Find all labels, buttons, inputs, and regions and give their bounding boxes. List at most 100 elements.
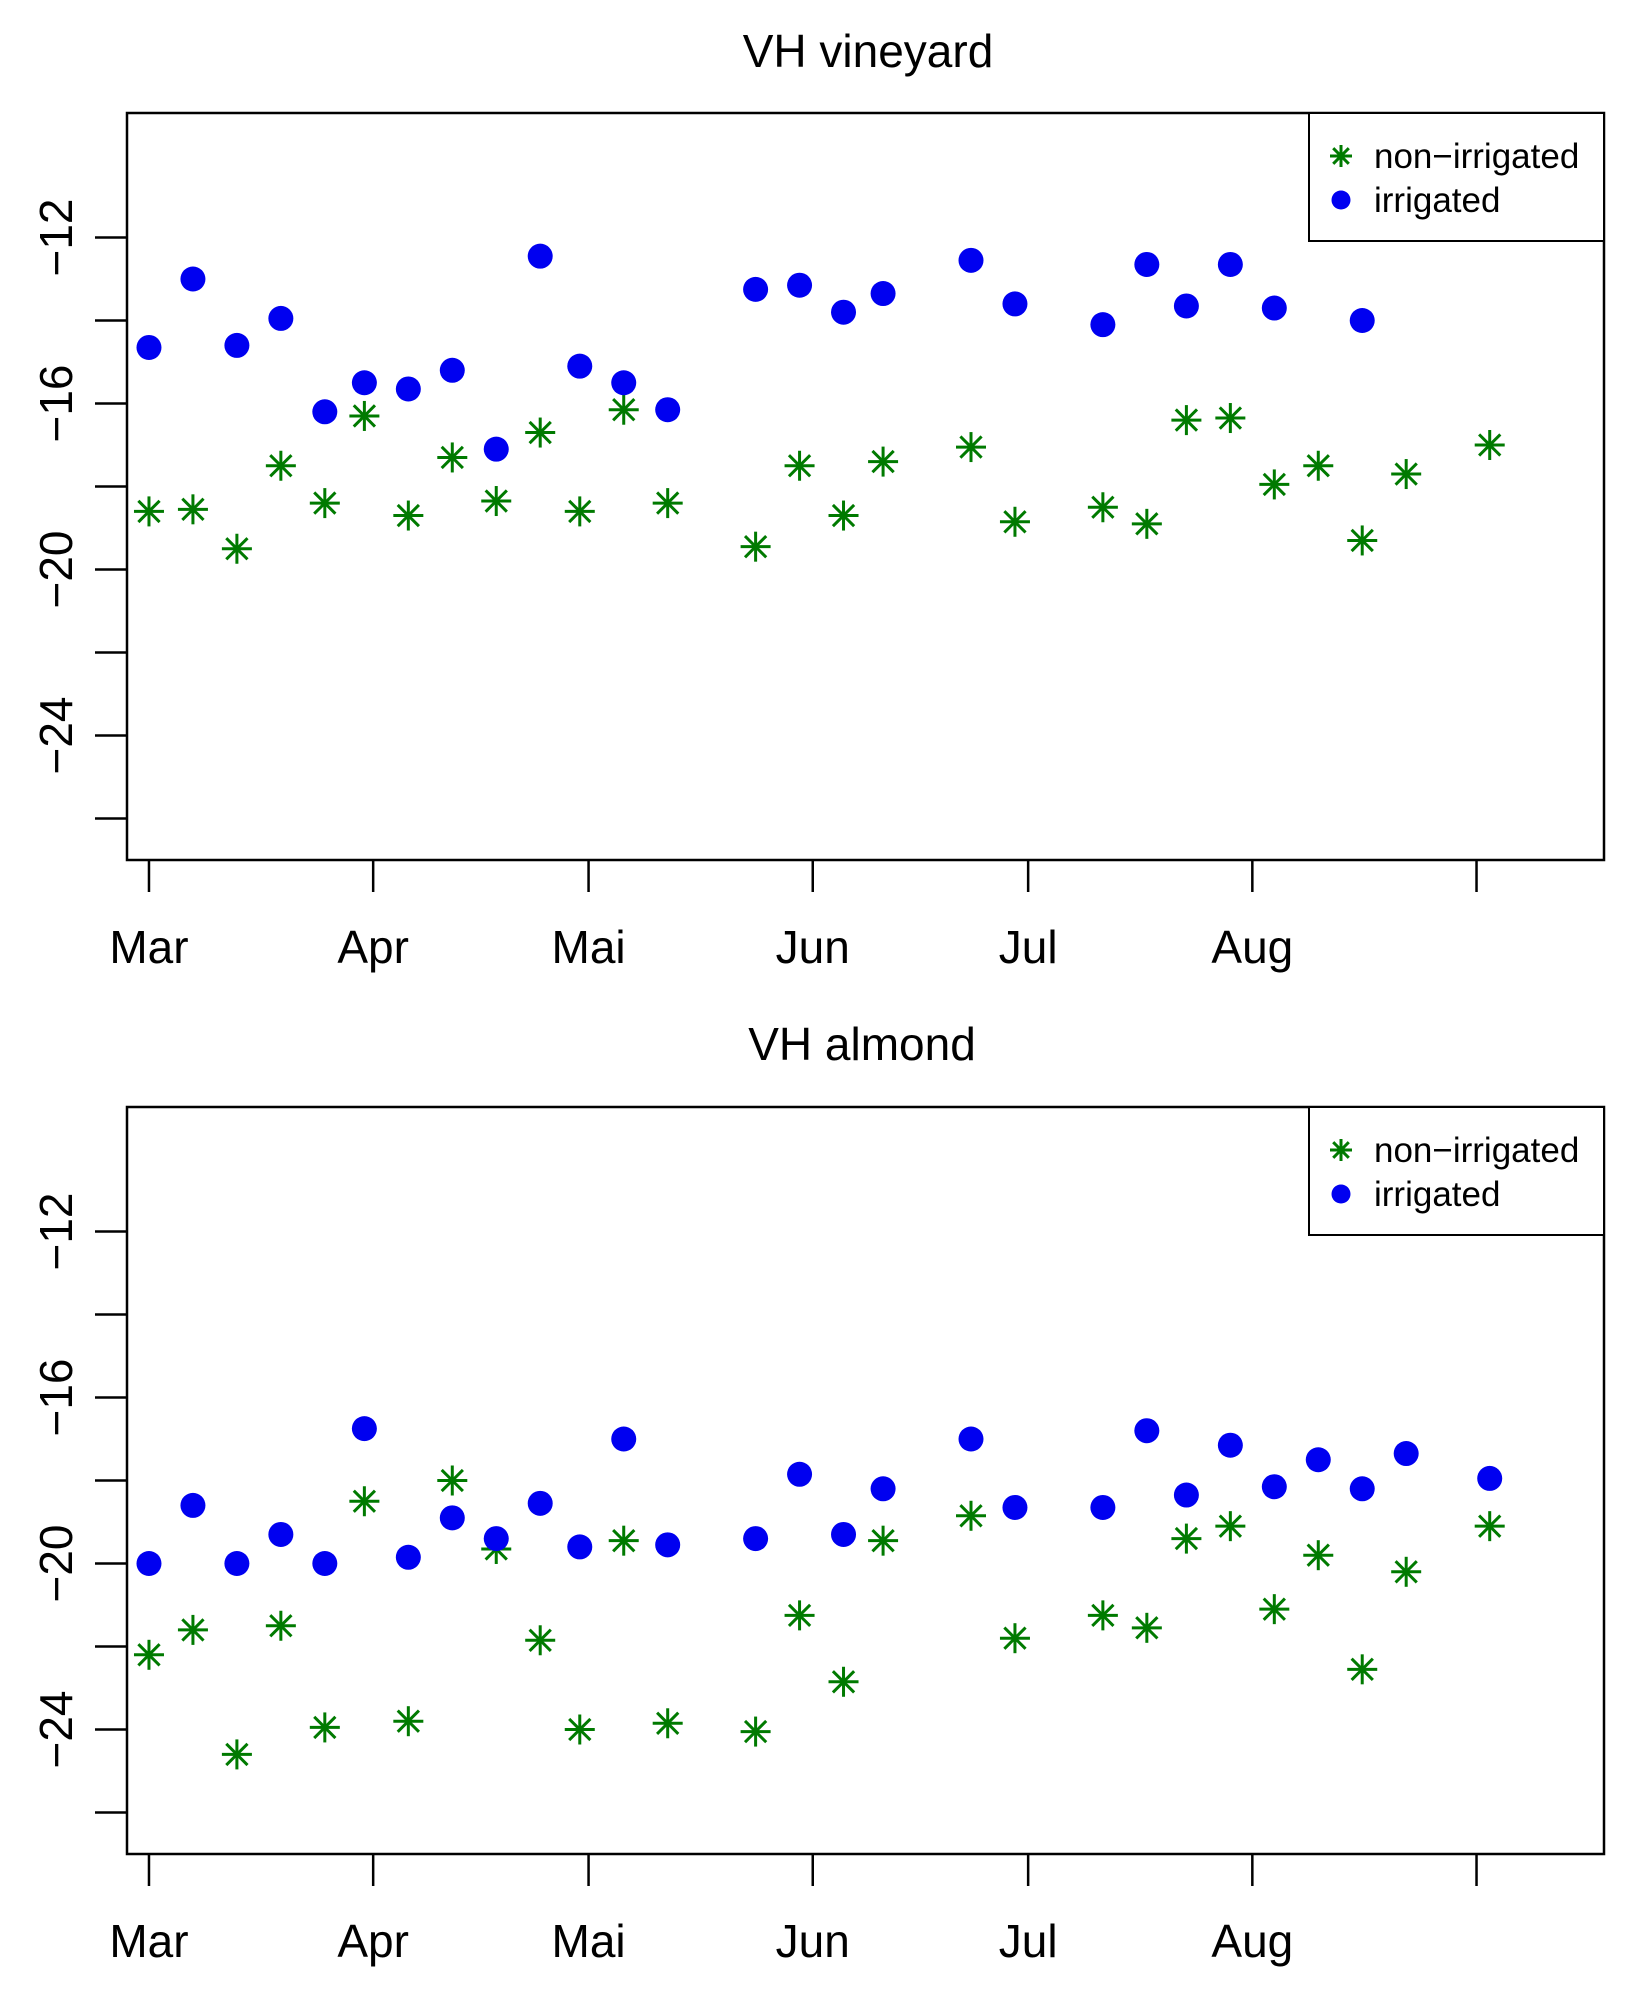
data-point-non-irrigated: [1259, 469, 1290, 500]
data-point-irrigated: [1173, 293, 1199, 319]
data-point-non-irrigated: [309, 488, 340, 519]
data-point-non-irrigated: [956, 432, 986, 463]
x-tick-label: Apr: [337, 1915, 409, 1967]
data-point-non-irrigated: [1474, 1511, 1505, 1542]
data-point-non-irrigated: [956, 1500, 986, 1531]
data-point-irrigated: [1261, 295, 1287, 321]
data-point-irrigated: [870, 1476, 896, 1502]
data-point-irrigated: [312, 1551, 338, 1576]
legend-marker-non-irrigated: [1330, 1139, 1352, 1161]
data-point-irrigated: [439, 1505, 465, 1531]
y-tick-label: −12: [30, 198, 82, 276]
data-point-non-irrigated: [1347, 1654, 1378, 1685]
data-point-non-irrigated: [481, 486, 512, 517]
data-point-irrigated: [611, 1426, 637, 1452]
legend: non−irrigated irrigated: [1308, 112, 1605, 242]
data-point-non-irrigated: [349, 400, 380, 431]
data-point-non-irrigated: [393, 1706, 424, 1737]
data-point-non-irrigated: [221, 1739, 252, 1770]
data-point-non-irrigated: [652, 1708, 683, 1739]
x-tick-label: Mar: [109, 1915, 188, 1967]
x-tick-label: Jul: [999, 921, 1058, 973]
data-point-irrigated: [1349, 308, 1375, 333]
data-point-non-irrigated: [133, 496, 164, 527]
x-tick-label: Jun: [776, 921, 850, 973]
data-point-irrigated: [870, 281, 896, 307]
data-point-non-irrigated: [221, 533, 252, 564]
data-point-irrigated: [958, 247, 984, 273]
data-point-irrigated: [1002, 1494, 1028, 1520]
data-point-non-irrigated: [1131, 508, 1162, 539]
data-point-non-irrigated: [1391, 459, 1422, 490]
data-point-irrigated: [527, 1490, 553, 1516]
data-series: [133, 243, 1505, 564]
data-point-irrigated: [1393, 1441, 1419, 1467]
data-point-non-irrigated: [1347, 525, 1378, 556]
data-point-irrigated: [611, 370, 637, 396]
data-point-non-irrigated: [265, 1610, 296, 1641]
data-point-irrigated: [1217, 1432, 1243, 1458]
y-tick-label: −24: [30, 1690, 82, 1768]
data-point-irrigated: [1305, 1447, 1331, 1473]
x-tick-label: Mai: [552, 1915, 626, 1967]
data-point-non-irrigated: [999, 1623, 1030, 1654]
data-point-irrigated: [395, 376, 421, 402]
data-point-irrigated: [567, 353, 593, 379]
data-point-irrigated: [483, 1526, 509, 1552]
data-point-non-irrigated: [437, 1465, 468, 1496]
x-tick-label: Mar: [109, 921, 188, 973]
data-point-non-irrigated: [740, 531, 771, 562]
data-point-irrigated: [351, 370, 377, 396]
data-point-irrigated: [743, 276, 769, 302]
y-tick-label: −16: [30, 364, 82, 442]
x-tick-label: Mai: [552, 921, 626, 973]
axes: Mar Apr Mai Jun Jul Aug −12 −16 −20 −24: [30, 198, 1478, 973]
data-point-irrigated: [1173, 1482, 1199, 1508]
data-point-non-irrigated: [564, 496, 595, 527]
data-point-irrigated: [351, 1416, 377, 1442]
data-point-irrigated: [224, 1551, 250, 1576]
data-point-irrigated: [136, 334, 162, 360]
y-tick-label: −12: [30, 1192, 82, 1270]
data-point-irrigated: [787, 272, 813, 298]
x-tick-label: Jun: [776, 1915, 850, 1967]
legend-label-non-irrigated: non−irrigated: [1374, 1131, 1579, 1170]
data-point-non-irrigated: [1171, 1523, 1202, 1554]
data-point-irrigated: [1090, 1494, 1116, 1520]
legend-label-irrigated: irrigated: [1374, 1175, 1500, 1214]
data-point-non-irrigated: [564, 1714, 595, 1745]
legend-marker-non-irrigated: [1330, 145, 1352, 167]
data-point-non-irrigated: [1303, 1540, 1334, 1571]
data-point-non-irrigated: [1215, 1511, 1246, 1542]
data-point-irrigated: [743, 1526, 769, 1552]
data-point-irrigated: [831, 299, 857, 325]
data-point-irrigated: [1217, 251, 1243, 277]
x-tick-label: Jul: [999, 1915, 1058, 1967]
legend-box: [1308, 1106, 1605, 1236]
data-point-irrigated: [268, 305, 294, 331]
data-point-non-irrigated: [868, 1525, 899, 1556]
data-point-non-irrigated: [1303, 450, 1334, 481]
y-tick-label: −20: [30, 1524, 82, 1602]
data-point-non-irrigated: [784, 450, 815, 481]
data-point-non-irrigated: [525, 1625, 556, 1656]
data-point-irrigated: [787, 1461, 813, 1487]
data-point-non-irrigated: [608, 394, 639, 425]
legend-asterisk-icon: [1330, 1139, 1352, 1161]
data-point-non-irrigated: [1171, 405, 1202, 436]
data-point-irrigated: [224, 332, 250, 358]
data-point-irrigated: [483, 436, 509, 462]
y-tick-label: −20: [30, 530, 82, 608]
data-point-irrigated: [1134, 1418, 1160, 1444]
data-point-non-irrigated: [999, 506, 1030, 537]
data-point-irrigated: [831, 1521, 857, 1547]
data-point-non-irrigated: [868, 446, 899, 477]
data-point-non-irrigated: [608, 1525, 639, 1556]
data-point-irrigated: [655, 1532, 681, 1558]
data-point-irrigated: [395, 1544, 421, 1570]
data-point-irrigated: [268, 1521, 294, 1547]
chart-title: VH vineyard: [743, 25, 994, 77]
x-tick-label: Aug: [1211, 1915, 1293, 1967]
data-point-non-irrigated: [1087, 492, 1118, 523]
